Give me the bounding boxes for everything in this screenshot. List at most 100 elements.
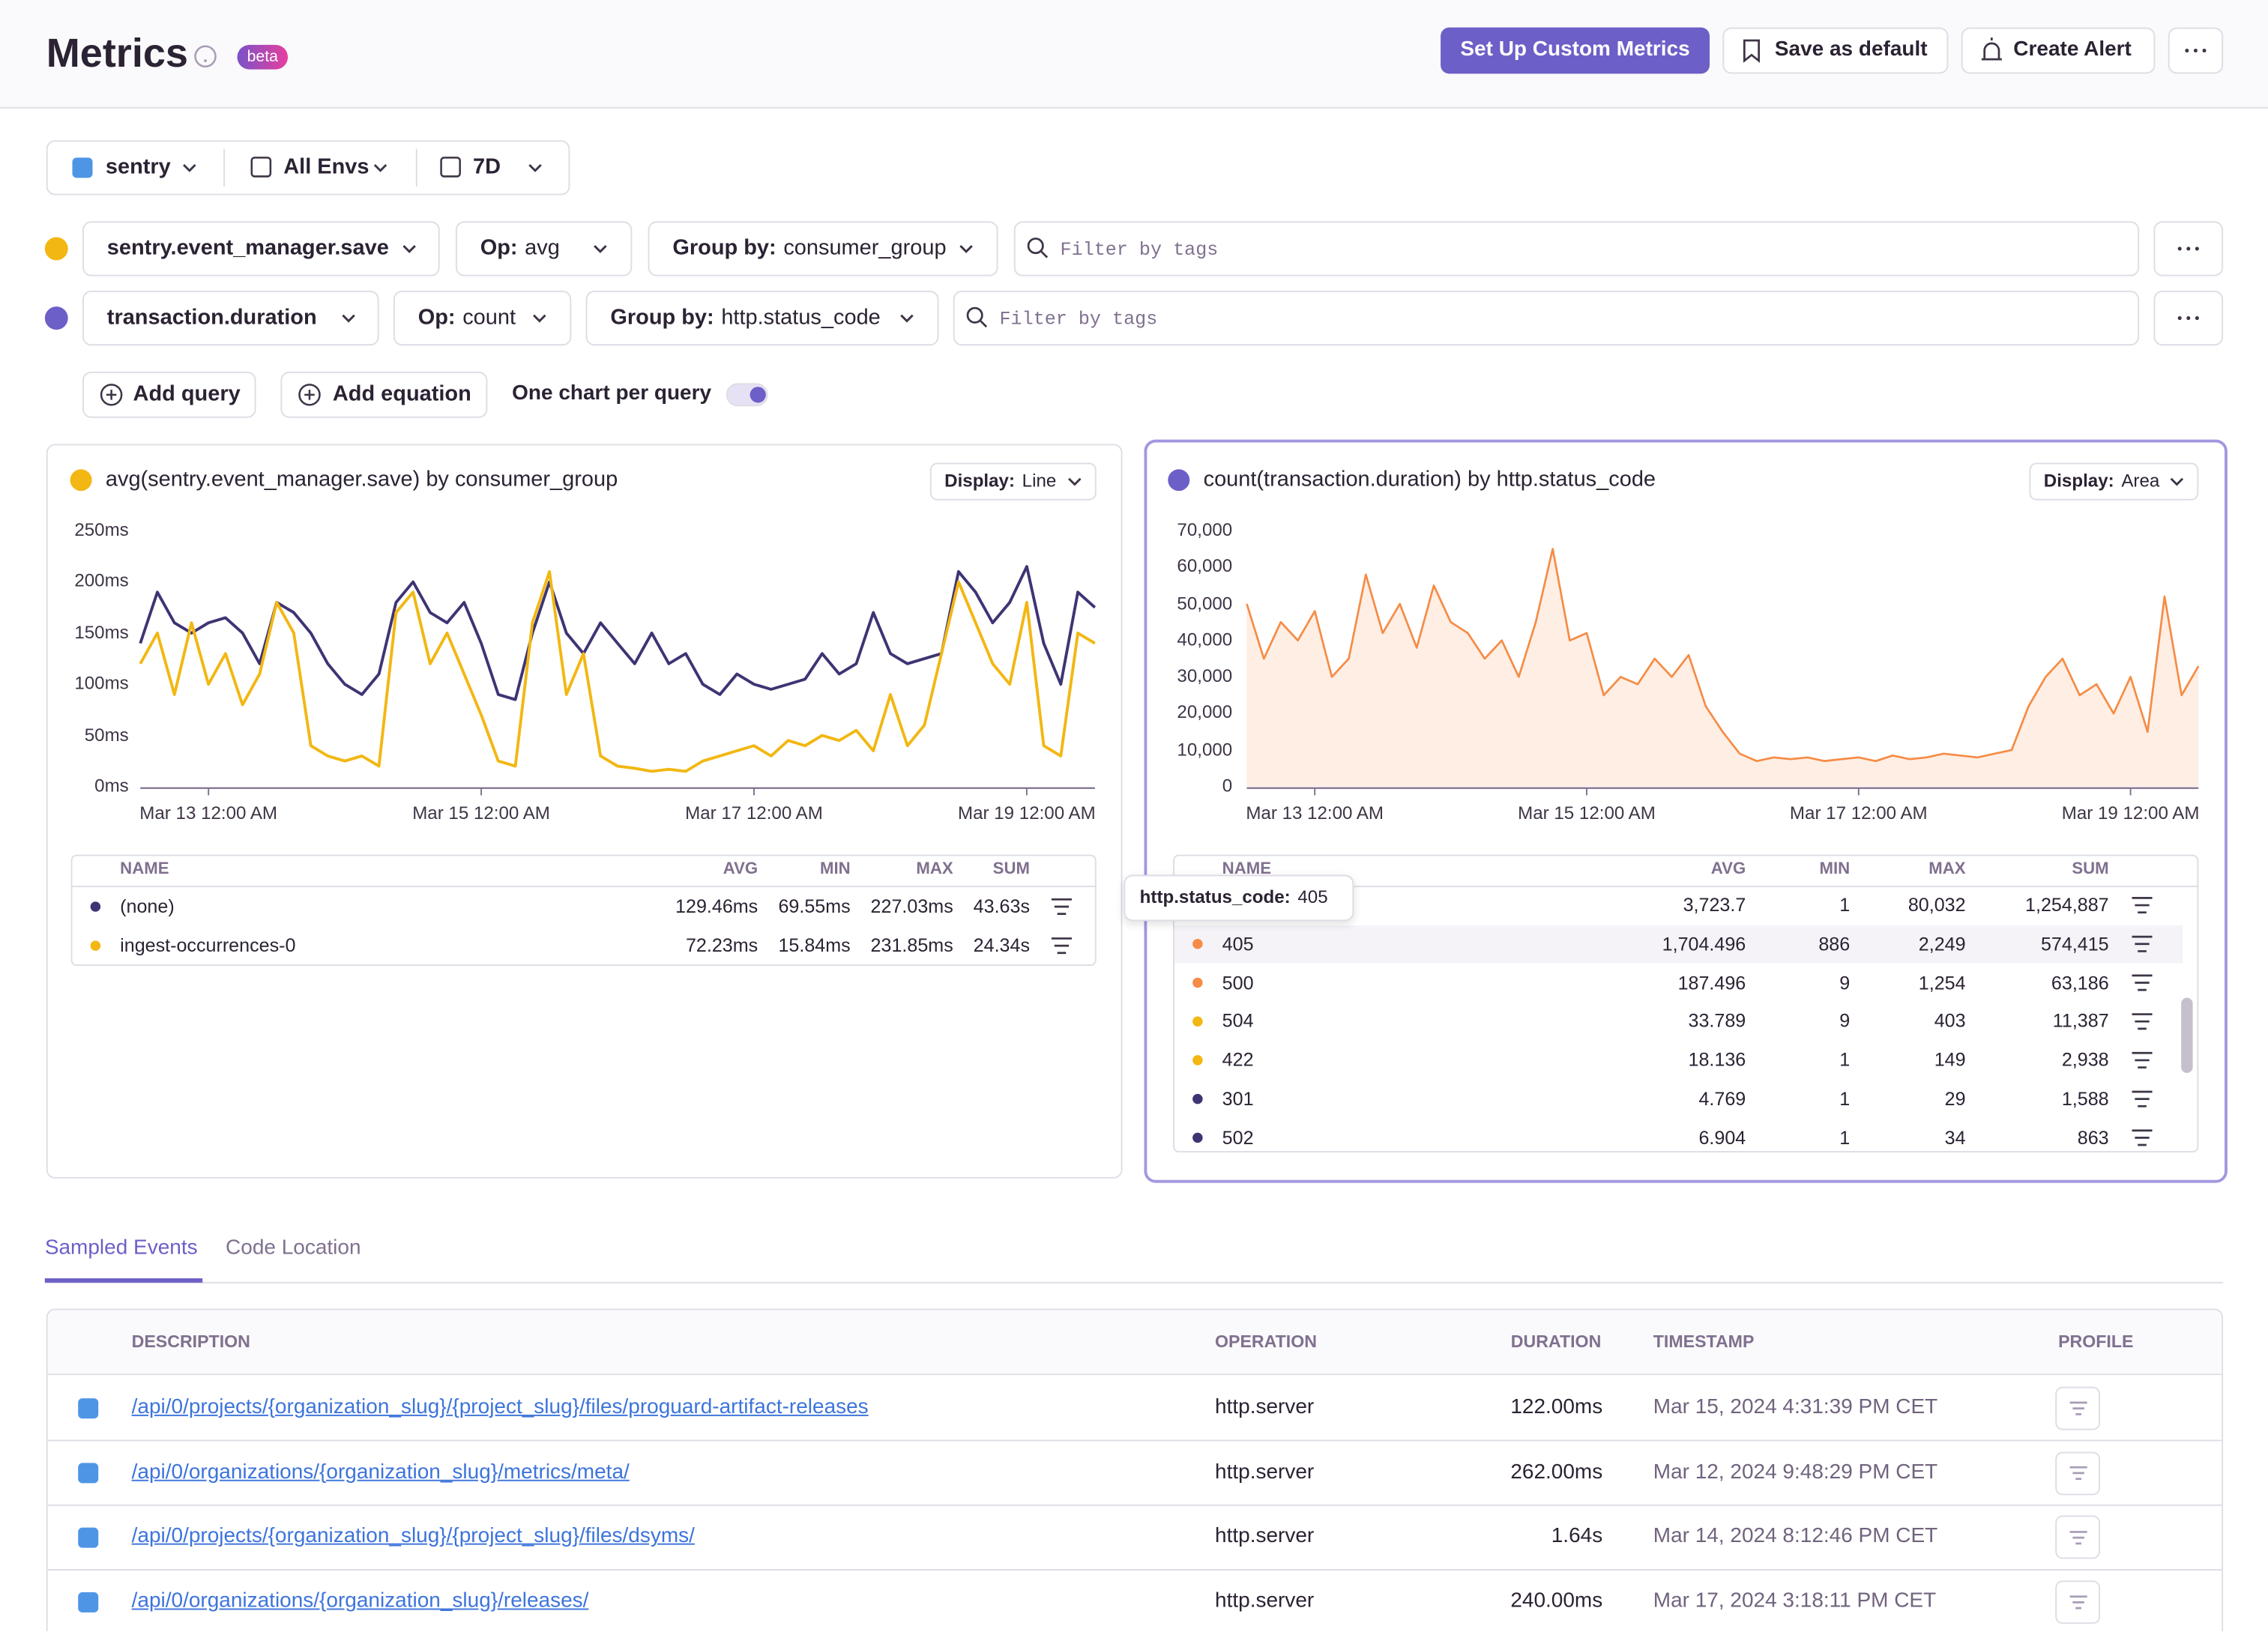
- button-label[interactable]: Set Up Custom Metrics: [1460, 37, 1690, 61]
- column-header: AVG: [723, 860, 758, 878]
- chart-title: avg(sentry.event_manager.save) by consum…: [105, 467, 618, 492]
- stat-value: 187.496: [1677, 971, 1746, 994]
- label[interactable]: Add equation: [332, 381, 471, 407]
- x-tick-label: Mar 19 12:00 AM: [2061, 803, 2200, 824]
- label[interactable]: transaction.duration: [106, 305, 317, 330]
- stat-value: 1: [1839, 894, 1851, 916]
- y-tick-label: 0: [1222, 776, 1233, 797]
- event-link[interactable]: /api/0/organizations/{organization_slug}…: [131, 1589, 589, 1613]
- display-select[interactable]: [929, 462, 1097, 501]
- group-select: Group by: http.status_code: [610, 305, 880, 331]
- column-header: SUM: [992, 860, 1031, 878]
- column-header: MIN: [1819, 860, 1851, 878]
- add-equation-button[interactable]: [280, 371, 488, 418]
- page-filters[interactable]: [46, 140, 570, 196]
- primary-button[interactable]: [1441, 27, 1710, 74]
- label[interactable]: sentry.event_manager.save: [106, 235, 389, 261]
- stat-value: 24.34s: [973, 934, 1031, 956]
- button-label[interactable]: Save as default: [1774, 37, 1928, 61]
- y-tick-label: 70,000: [1177, 519, 1233, 540]
- column-header: DESCRIPTION: [131, 1331, 250, 1352]
- display-select[interactable]: [2029, 462, 2199, 501]
- tab[interactable]: Sampled Events: [44, 1236, 198, 1260]
- query-field[interactable]: [82, 290, 379, 346]
- stat-value: 231.85ms: [870, 934, 953, 956]
- label: b: [52, 309, 61, 326]
- label: a: [52, 240, 61, 256]
- tab[interactable]: Code Location: [226, 1236, 361, 1260]
- query-field[interactable]: [393, 290, 572, 346]
- badge-label: beta: [247, 47, 278, 65]
- summary-table: [1173, 854, 2199, 1153]
- more-button[interactable]: [2168, 27, 2224, 74]
- label: Area: [2121, 471, 2160, 492]
- stat-value: 129.46ms: [675, 895, 758, 917]
- tooltip-text: http.status_code: 405: [1140, 887, 1328, 909]
- label[interactable]: sentry: [105, 154, 171, 180]
- query-field[interactable]: [82, 221, 440, 276]
- alert-button[interactable]: [1961, 27, 2156, 74]
- duration: 262.00ms: [1510, 1460, 1603, 1484]
- timestamp: Mar 12, 2024 9:48:29 PM CET: [1653, 1460, 1938, 1484]
- stat-value: 403: [1934, 1010, 1966, 1033]
- query-field[interactable]: [585, 290, 939, 346]
- series-name: (none): [120, 895, 175, 917]
- stat-value: 574,415: [2040, 932, 2109, 955]
- stat-value: 63,186: [2051, 971, 2109, 994]
- stat-value: 34: [1944, 1126, 1966, 1149]
- stat-value: 2,249: [1918, 932, 1966, 955]
- stat-value: 9: [1839, 1010, 1851, 1033]
- stat-value: 1: [1839, 1126, 1851, 1149]
- stat-value: 43.63s: [973, 895, 1031, 917]
- x-tick-label: Mar 13 12:00 AM: [139, 803, 278, 824]
- y-tick-label: 0ms: [94, 776, 129, 797]
- more-button[interactable]: [2153, 290, 2224, 346]
- series-name: 502: [1222, 1126, 1254, 1149]
- event-link[interactable]: /api/0/projects/{organization_slug}/{pro…: [131, 1525, 695, 1549]
- save-button[interactable]: [1722, 27, 1949, 74]
- profile-button[interactable]: [2055, 1516, 2101, 1560]
- y-tick-label: 30,000: [1177, 665, 1233, 686]
- stat-value: 69.55ms: [778, 895, 851, 917]
- profile-button[interactable]: [2055, 1580, 2101, 1625]
- profile-button[interactable]: [2055, 1386, 2101, 1430]
- y-tick-label: 200ms: [74, 571, 129, 592]
- label[interactable]: 7D: [473, 154, 501, 180]
- event-link[interactable]: /api/0/projects/{organization_slug}/{pro…: [131, 1395, 869, 1419]
- column-header: MIN: [820, 860, 851, 878]
- series-name: 301: [1222, 1087, 1254, 1110]
- filter-input[interactable]: Filter by tags: [1060, 238, 1219, 261]
- filter-input[interactable]: Filter by tags: [999, 308, 1158, 330]
- toggle[interactable]: [726, 383, 768, 407]
- add-query-button[interactable]: [82, 371, 256, 418]
- stat-value: 33.789: [1688, 1010, 1746, 1033]
- column-header: NAME: [120, 860, 169, 878]
- stat-value: 18.136: [1688, 1048, 1746, 1071]
- query-field[interactable]: [648, 221, 998, 276]
- stat-value: 1,254,887: [2025, 894, 2109, 916]
- stat-value: 80,032: [1907, 894, 1966, 916]
- label[interactable]: All Envs: [283, 154, 370, 180]
- button-label[interactable]: Create Alert: [2013, 37, 2132, 61]
- query-field[interactable]: [953, 290, 2140, 346]
- op-select: Op: count: [418, 305, 516, 331]
- query-field[interactable]: [1013, 221, 2140, 276]
- duration: 1.64s: [1551, 1525, 1603, 1549]
- query-field[interactable]: [455, 221, 633, 276]
- label: avg: [525, 235, 560, 261]
- x-tick-label: Mar 19 12:00 AM: [957, 803, 1096, 824]
- stat-value: 1,704.496: [1662, 932, 1746, 955]
- y-tick-label: 100ms: [74, 673, 129, 694]
- stat-value: 1: [1839, 1048, 1851, 1071]
- more-button[interactable]: [2153, 221, 2224, 276]
- event-link[interactable]: /api/0/organizations/{organization_slug}…: [131, 1460, 630, 1484]
- profile-button[interactable]: [2055, 1451, 2101, 1495]
- label: http.status_code:: [1139, 886, 1291, 907]
- label[interactable]: Add query: [133, 381, 241, 407]
- column-header: AVG: [1710, 860, 1746, 878]
- x-tick-label: Mar 17 12:00 AM: [685, 803, 823, 824]
- column-header: OPERATION: [1215, 1331, 1317, 1352]
- stat-value: 9: [1839, 971, 1851, 994]
- y-tick-label: 50,000: [1177, 593, 1233, 614]
